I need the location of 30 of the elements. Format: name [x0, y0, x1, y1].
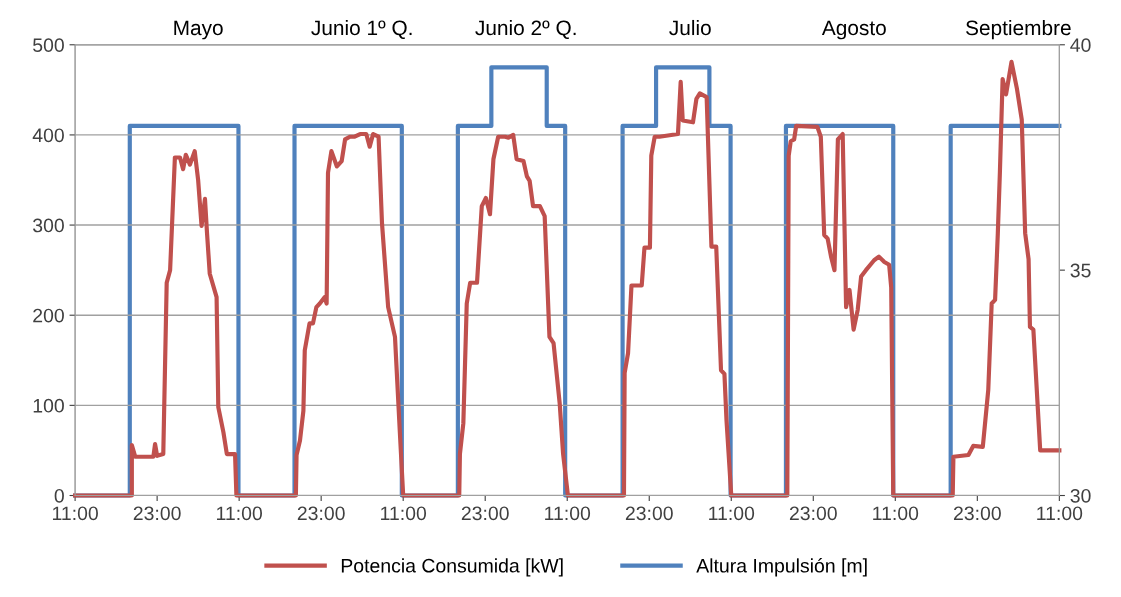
text: Mayo	[174, 20, 223, 40]
x-tick-label: 11:00	[1037, 506, 1083, 521]
legend-label: Altura Impulsión [m]	[696, 558, 867, 577]
legend-label: Potencia Consumida [kW]	[341, 558, 563, 577]
y-tick-label: 0	[54, 488, 64, 503]
x-tick-label: 11:00	[873, 506, 919, 521]
x-tick-label: 11:00	[381, 506, 427, 521]
x-tick-label: 23:00	[789, 506, 837, 521]
y2-tick-label: 35	[1070, 263, 1091, 278]
y-tick-label: 300	[32, 218, 64, 233]
text: Julio	[669, 19, 711, 36]
y-tick-label: 100	[33, 398, 64, 413]
x-tick-label: 23:00	[461, 506, 509, 521]
x-tick-label: 23:00	[953, 506, 1001, 521]
y-tick-label: 500	[33, 38, 64, 53]
y-tick-label: 200	[33, 308, 64, 323]
x-tick-label: 23:00	[133, 506, 181, 521]
x-tick-label: 11:00	[545, 506, 591, 521]
x-tick-label: 23:00	[625, 506, 673, 521]
y-tick-label: 400	[32, 128, 64, 143]
text: Agosto	[821, 20, 886, 40]
text: Junio 2º Q.	[475, 19, 576, 39]
x-tick-label: 11:00	[709, 506, 755, 521]
x-tick-label: 11:00	[217, 506, 262, 521]
text: Junio 1º Q.	[311, 19, 412, 39]
y2-tick-label: 30	[1070, 488, 1091, 503]
x-tick-label: 23:00	[297, 506, 345, 521]
text: Septiembre	[966, 19, 1071, 40]
y2-tick-label: 40	[1070, 38, 1091, 53]
x-tick-label: 11:00	[52, 506, 98, 521]
